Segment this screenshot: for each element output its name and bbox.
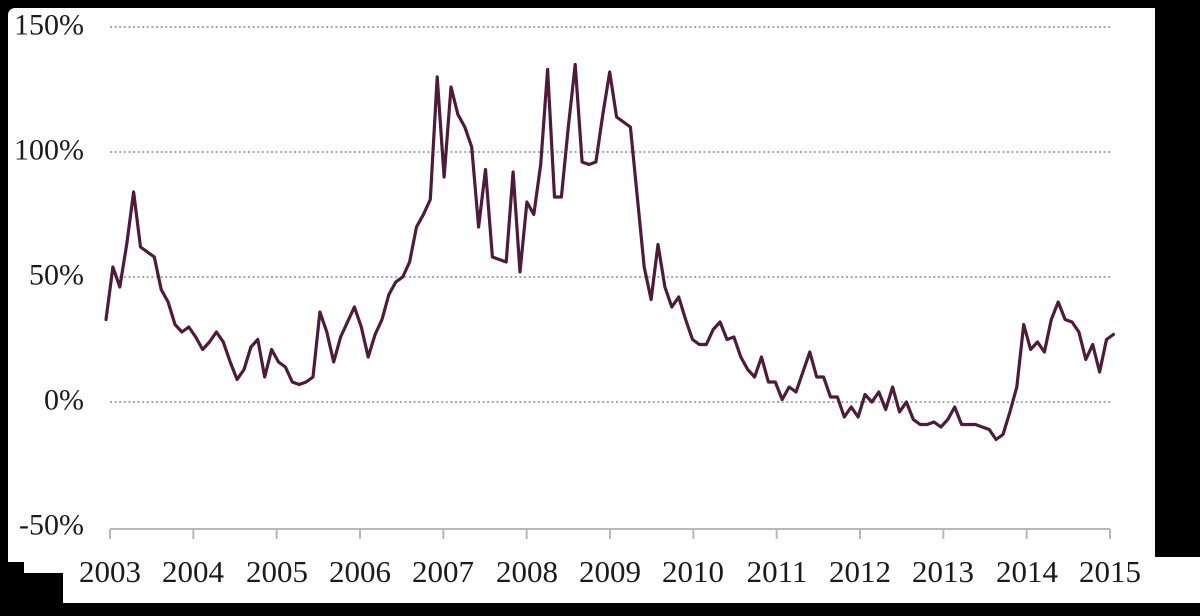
- x-axis-label-2015: 2015: [1079, 554, 1141, 589]
- x-axis-label-2013: 2013: [912, 554, 974, 589]
- y-axis-label-100: 100%: [14, 133, 84, 167]
- y-axis-label-50: 50%: [29, 258, 84, 292]
- frame-notch-large: [8, 573, 63, 603]
- x-axis-label-2004: 2004: [162, 554, 224, 589]
- x-axis-label-2012: 2012: [829, 554, 891, 589]
- y-axis-label-neg50: -50%: [19, 508, 84, 542]
- chart-panel: [8, 8, 1155, 603]
- x-axis-label-2008: 2008: [496, 554, 558, 589]
- x-axis-label-2006: 2006: [329, 554, 391, 589]
- x-axis-label-2010: 2010: [662, 554, 724, 589]
- chart-panel-corner: [1155, 557, 1200, 603]
- x-axis-label-2005: 2005: [246, 554, 308, 589]
- x-axis-label-2014: 2014: [996, 554, 1058, 589]
- y-axis-label-0: 0%: [44, 383, 84, 417]
- x-axis-label-2003: 2003: [79, 554, 141, 589]
- data-line: [104, 62, 1116, 442]
- y-axis-label-150: 150%: [14, 8, 84, 42]
- x-axis-label-2007: 2007: [412, 554, 474, 589]
- x-axis-label-2011: 2011: [746, 554, 808, 589]
- x-axis-label-2009: 2009: [579, 554, 641, 589]
